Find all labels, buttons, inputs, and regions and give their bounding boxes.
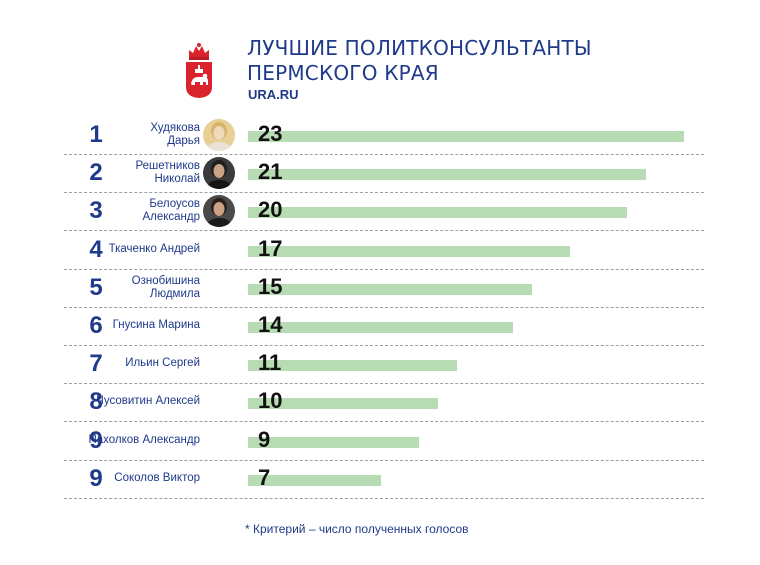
rank-label: 3 (89, 197, 103, 225)
bar (248, 360, 457, 372)
value-label: 20 (258, 197, 283, 223)
person-name: Соколов Виктор (60, 472, 200, 485)
bar (248, 474, 381, 486)
value-label: 21 (258, 159, 283, 185)
rank-label: 9 (89, 464, 103, 492)
person-name-line: Гнусина Марина (112, 319, 200, 331)
chart-row: 2 Решетников Николай 21 (64, 154, 704, 194)
source-logo-text: URA.RU (248, 87, 299, 102)
person-name: Белоусов Александр (60, 198, 200, 224)
person-name-line: Людмила (149, 287, 200, 300)
bar (248, 169, 647, 181)
person-name-line: Худякова (150, 122, 200, 134)
chart-row: 1 Худякова Дарья 23 (64, 116, 704, 155)
value-label: 14 (258, 312, 283, 337)
chart-row: 9 Пахолков Александр 9 (64, 422, 704, 461)
chart-row: 5 Ознобишина Людмила 15 (64, 269, 704, 308)
bar (248, 398, 438, 410)
rank-label: 5 (89, 273, 103, 301)
rank-label: 6 (89, 312, 103, 339)
chart-row: 6 Гнусина Марина 14 (64, 307, 704, 346)
chart-row: 9 Соколов Виктор 7 (64, 460, 704, 499)
chart-title: ЛУЧШИЕ ПОЛИТКОНСУЛЬТАНТЫ ПЕРМСКОГО КРАЯ (247, 36, 592, 86)
rank-label: 7 (89, 350, 103, 378)
person-name-line: Ильин Сергей (125, 357, 200, 370)
footnote: * Критерий – число полученных голосов (245, 522, 469, 536)
value-label: 23 (258, 121, 283, 146)
person-name-line: Дарья (167, 135, 200, 147)
person-name: Худякова Дарья (60, 122, 200, 148)
chart-row: 7 Ильин Сергей 11 (64, 345, 704, 385)
value-label: 10 (258, 388, 283, 414)
rank-label: 9 (89, 426, 103, 454)
perm-krai-emblem (186, 43, 212, 98)
person-name: Чусовитин Алексей (60, 395, 200, 408)
person-name: Ткаченко Андрей (60, 243, 200, 256)
chart-row: 4 Ткаченко Андрей 17 (64, 231, 704, 270)
value-label: 15 (258, 273, 283, 299)
person-name-line: Ознобишина (131, 274, 200, 287)
avatar (203, 119, 235, 151)
title-line-1: ЛУЧШИЕ ПОЛИТКОНСУЛЬТАНТЫ (247, 36, 592, 60)
bar (248, 283, 533, 295)
person-name: Решетников Николай (60, 160, 200, 186)
value-label: 7 (258, 464, 271, 490)
person-name-line: Ткаченко Андрей (108, 242, 200, 255)
person-name: Ильин Сергей (60, 357, 200, 370)
chart-row: 8 Чусовитин Алексей 10 (64, 383, 704, 423)
rank-label: 2 (89, 159, 103, 187)
bar (248, 436, 419, 448)
person-name-line: Соколов Виктор (114, 471, 200, 484)
bar (248, 207, 628, 219)
rank-label: 1 (89, 121, 103, 148)
avatar (203, 157, 235, 190)
avatar (203, 195, 235, 228)
bar (248, 245, 571, 257)
person-name-line: Пахолков Александр (88, 433, 200, 446)
bar (248, 322, 514, 333)
bar (248, 131, 684, 142)
rank-label: 4 (89, 235, 103, 263)
chart-row: 3 Белоусов Александр 20 (64, 192, 704, 232)
title-line-2: ПЕРМСКОГО КРАЯ (247, 61, 439, 85)
value-label: 11 (258, 350, 282, 376)
value-label: 17 (258, 235, 283, 261)
person-name-line: Чусовитин Алексей (96, 395, 200, 408)
person-name-line: Александр (142, 211, 200, 224)
value-label: 9 (258, 426, 271, 452)
person-name-line: Николай (154, 173, 200, 186)
person-name-line: Белоусов (149, 198, 200, 211)
person-name: Пахолков Александр (60, 434, 200, 447)
person-name: Ознобишина Людмила (60, 275, 200, 301)
person-name: Гнусина Марина (60, 319, 200, 332)
person-name-line: Решетников (135, 160, 200, 173)
rank-label: 8 (89, 388, 103, 416)
